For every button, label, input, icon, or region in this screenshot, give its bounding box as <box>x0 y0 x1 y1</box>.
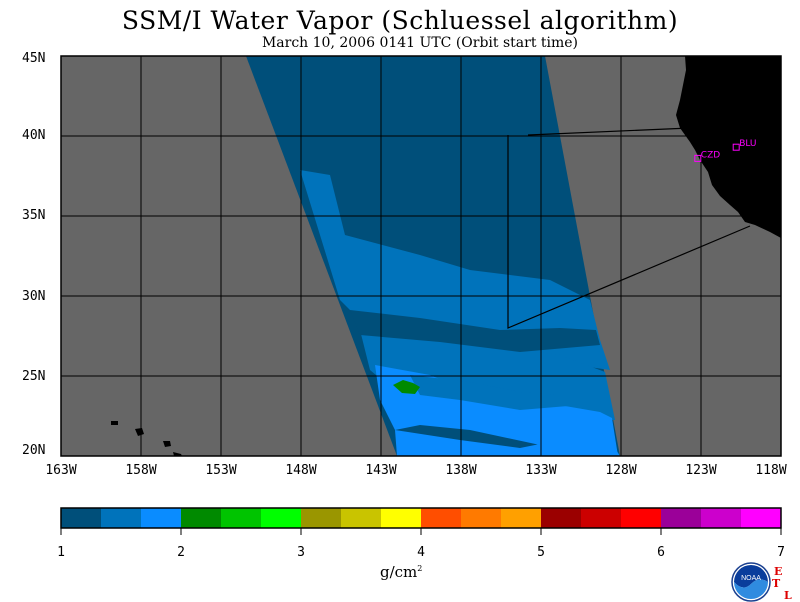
colorbar-swatch <box>661 508 702 528</box>
colorbar-swatch <box>101 508 142 528</box>
etl-letter-l: L <box>784 589 792 602</box>
lat-label-45n: 45N <box>22 51 46 66</box>
station-marker-czd <box>694 154 702 162</box>
lon-label-133w: 133W <box>525 463 557 478</box>
colorbar-swatch <box>701 508 742 528</box>
station-label-czd: CZD <box>701 150 720 160</box>
colorbar-swatch <box>221 508 262 528</box>
lon-label-138w: 138W <box>445 463 477 478</box>
land-island-1 <box>111 421 118 425</box>
lon-label-153w: 153W <box>205 463 237 478</box>
etl-logo: E T L <box>772 565 792 602</box>
lon-label-118w: 118W <box>755 463 787 478</box>
colorbar-swatch <box>61 508 102 528</box>
land-california <box>676 56 781 238</box>
lat-label-30n: 30N <box>22 289 46 304</box>
swath-light-band-2 <box>395 430 620 456</box>
colorbar-swatch <box>501 508 542 528</box>
colorbar-units: g/cm2 <box>380 563 422 581</box>
station-label-blu: BLU <box>739 139 756 149</box>
colorbar-swatch <box>461 508 502 528</box>
lat-label-40n: 40N <box>22 128 46 143</box>
colorbar-tick-7: 7 <box>777 545 785 560</box>
swath-dark-patch-1 <box>350 310 600 352</box>
colorbar-tick-6: 6 <box>657 545 665 560</box>
units-base: g/cm <box>380 563 418 581</box>
colorbar-swatch <box>621 508 662 528</box>
lon-label-128w: 128W <box>605 463 637 478</box>
colorbar-ticks <box>60 528 782 535</box>
lon-label-143w: 143W <box>365 463 397 478</box>
lon-label-158w: 158W <box>125 463 157 478</box>
satellite-swath <box>246 56 620 456</box>
units-exponent: 2 <box>417 564 423 573</box>
lat-label-25n: 25N <box>22 369 46 384</box>
map-subtitle: March 10, 2006 0141 UTC (Orbit start tim… <box>261 35 579 51</box>
colorbar-swatch <box>541 508 582 528</box>
colorbar-swatch <box>181 508 222 528</box>
colorbar <box>61 508 782 528</box>
trajectory-line-2 <box>507 135 751 329</box>
colorbar-swatch <box>341 508 382 528</box>
etl-letter-e: E <box>774 565 783 578</box>
lon-label-148w: 148W <box>285 463 317 478</box>
colorbar-tick-4: 4 <box>417 545 425 560</box>
colorbar-swatch <box>741 508 782 528</box>
colorbar-swatch <box>141 508 182 528</box>
etl-letter-t: T <box>772 577 781 590</box>
colorbar-tick-1: 1 <box>57 545 65 560</box>
lon-label-123w: 123W <box>685 463 717 478</box>
colorbar-swatch <box>261 508 302 528</box>
colorbar-swatch <box>421 508 462 528</box>
colorbar-tick-2: 2 <box>177 545 185 560</box>
trajectory-lines <box>507 127 751 329</box>
station-marker-blu <box>732 143 740 151</box>
map-title: SSM/I Water Vapor (Schluessel algorithm) <box>121 6 679 35</box>
colorbar-swatch <box>301 508 342 528</box>
lon-label-163w: 163W <box>45 463 77 478</box>
colorbar-tick-3: 3 <box>297 545 305 560</box>
land-island-4 <box>173 452 182 456</box>
lat-label-35n: 35N <box>22 208 46 223</box>
colorbar-swatch <box>581 508 622 528</box>
colorbar-tick-5: 5 <box>537 545 545 560</box>
colorbar-swatch <box>381 508 422 528</box>
lat-lon-grid <box>61 56 781 456</box>
trajectory-line-1 <box>527 127 691 136</box>
lat-label-20n: 20N <box>22 443 46 458</box>
station-markers: CZD BLU <box>694 139 757 162</box>
land-island-3 <box>163 441 171 447</box>
noaa-logo: NOAA <box>731 562 771 602</box>
noaa-logo-text: NOAA <box>741 575 761 582</box>
land-island-2 <box>135 428 144 436</box>
map-border <box>60 55 782 457</box>
swath-green-cell <box>393 380 420 394</box>
swath-dark-patch-2 <box>410 375 580 410</box>
